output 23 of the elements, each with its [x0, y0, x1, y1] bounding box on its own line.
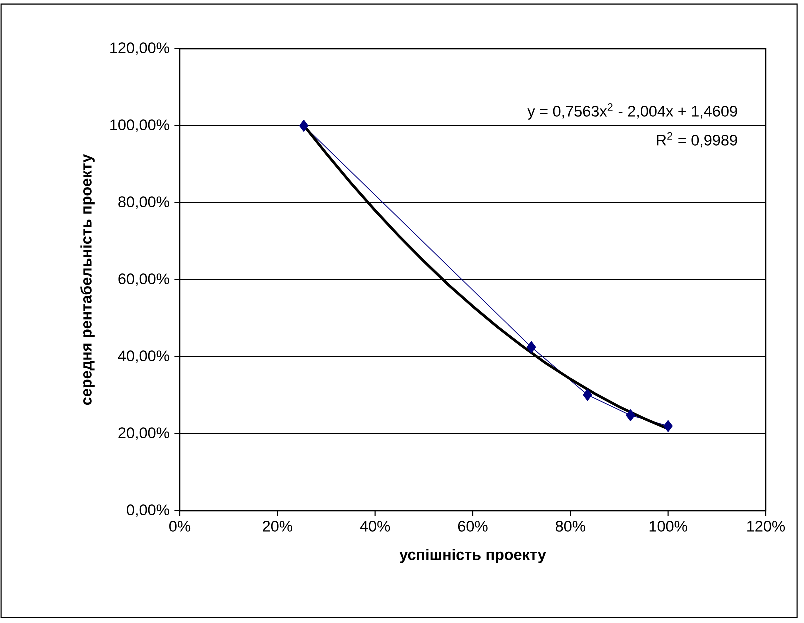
x-tick-label: 120%: [748, 521, 786, 532]
x-tick-label: 60%: [458, 521, 488, 532]
y-tick-label: 40,00%: [118, 350, 170, 364]
point: [664, 420, 673, 432]
point: [626, 410, 636, 422]
y-tick-label: 100,00%: [110, 120, 170, 132]
point: [299, 120, 309, 132]
y-axis-title: середня рентабельність проекту: [80, 154, 95, 406]
y-tick-label: 120,00%: [110, 42, 170, 56]
point: [583, 389, 592, 402]
y-tick-label: 0,00%: [127, 504, 170, 518]
annotation: R$^{2}$ = 0,9989: [657, 132, 738, 148]
point: [527, 341, 536, 354]
x-axis-title: успішність проекту: [400, 549, 546, 564]
x-tick-label: 20%: [263, 521, 292, 532]
annotation: y = 0,7563x$^{2}$ - 2,004x + 1,4609: [528, 103, 738, 120]
x-tick-label: 40%: [360, 521, 390, 532]
y-tick-label: 80,00%: [118, 196, 170, 210]
x-tick-label: 80%: [556, 521, 586, 532]
x-tick-label: 0%: [170, 521, 191, 532]
x-tick-label: 100%: [650, 521, 688, 532]
y-tick-label: 60,00%: [118, 274, 170, 286]
y-tick-label: 20,00%: [118, 428, 170, 440]
